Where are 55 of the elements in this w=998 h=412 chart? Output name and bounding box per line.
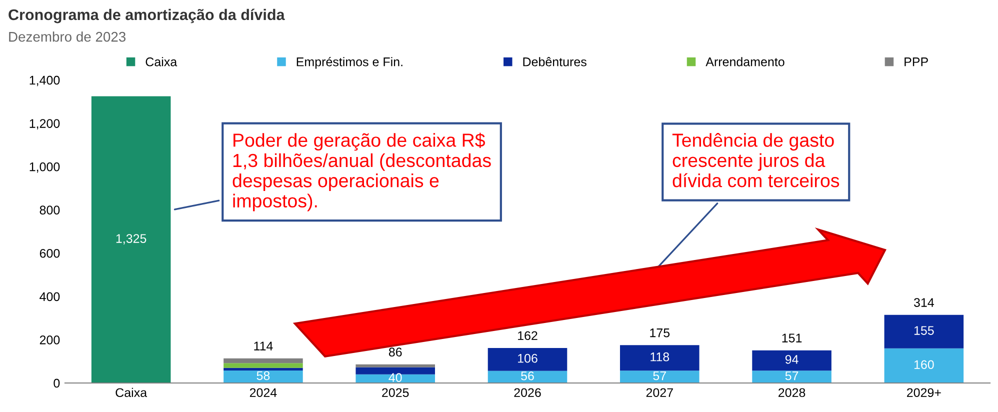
data-label: 160	[914, 360, 934, 370]
data-label: 57	[785, 371, 798, 380]
total-label: 151	[782, 334, 802, 342]
data-label: 1,325	[116, 234, 146, 244]
legend-label: Caixa	[146, 57, 178, 66]
total-label: 86	[388, 348, 402, 357]
x-tick-label: 2026	[514, 388, 541, 398]
total-label: 114	[254, 342, 273, 350]
bar	[752, 370, 832, 383]
total-label: 162	[518, 331, 538, 340]
data-label: 56	[521, 371, 534, 380]
chart-title: Cronograma de amortização da dívida	[8, 8, 285, 24]
y-tick-label: 800	[40, 206, 60, 215]
y-tick-label: 400	[40, 292, 60, 302]
bar	[224, 370, 303, 383]
data-label: 94	[785, 354, 798, 364]
legend-label: PPP	[904, 58, 928, 66]
bar	[91, 96, 171, 383]
y-tick-label: 1,400	[30, 76, 60, 86]
data-label: 40	[388, 373, 402, 382]
annotation: Tendência de gasto crescente juros da dívida com terceiros	[672, 133, 840, 188]
legend-label: Arrendamento	[706, 57, 784, 66]
y-tick-label: 1,200	[30, 119, 60, 130]
x-tick-label: Caixa	[116, 388, 148, 398]
chart-subtitle: Dezembro de 2023	[9, 32, 126, 42]
total-label: 175	[650, 328, 670, 338]
x-tick-label: 2029+	[907, 388, 941, 398]
data-label: 155	[914, 326, 934, 335]
data-label: 58	[256, 371, 270, 380]
data-label: 106	[518, 354, 538, 363]
x-tick-label: 2025	[382, 388, 409, 398]
bar	[620, 345, 700, 371]
legend-label: Debêntures	[523, 57, 586, 66]
bar	[884, 314, 964, 348]
x-tick-label: 2024	[250, 388, 277, 398]
y-tick-label: 600	[40, 248, 60, 258]
bar	[488, 370, 568, 383]
y-tick-label: 200	[40, 336, 60, 344]
bar	[752, 350, 832, 371]
y-tick-label: 0	[54, 378, 60, 388]
data-label: 118	[650, 352, 670, 362]
bar	[224, 358, 303, 364]
y-tick-label: 1,000	[30, 162, 60, 173]
bar	[224, 363, 303, 368]
legend-label: Empréstimos e Fin.	[296, 56, 402, 69]
bar	[356, 367, 435, 374]
x-tick-label: 2028	[778, 388, 806, 398]
total-label: 314	[914, 298, 934, 307]
bar	[488, 348, 568, 371]
bar	[620, 370, 700, 383]
x-tick-label: 2027	[646, 388, 673, 398]
annotation: Poder de geração de caixa R$ 1,3 bilhões/anual (descontadas despesas operacionais e impostos).	[232, 132, 491, 212]
bar	[884, 348, 964, 383]
data-label: 57	[653, 371, 666, 380]
bar	[224, 368, 303, 370]
